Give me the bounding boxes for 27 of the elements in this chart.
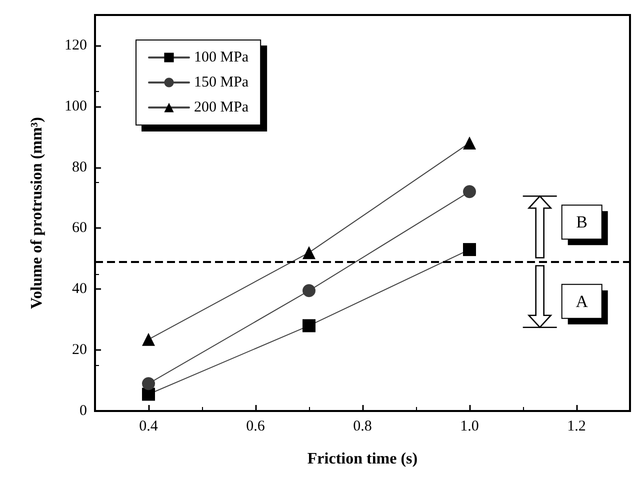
point bbox=[302, 284, 316, 298]
point bbox=[463, 243, 476, 256]
y-tick-label: 80 bbox=[72, 159, 87, 176]
point bbox=[142, 377, 155, 390]
x-axis-title: Friction time (s) bbox=[307, 450, 418, 468]
annotation: A bbox=[576, 292, 589, 311]
y-tick-label: 40 bbox=[72, 281, 87, 298]
point bbox=[302, 246, 316, 260]
y-tick-label: 20 bbox=[72, 342, 87, 358]
x-tick-label: 0.4 bbox=[139, 418, 158, 434]
y-tick-label: 100 bbox=[64, 98, 87, 114]
y-tick-label: 120 bbox=[64, 37, 87, 54]
y-tick-label: 0 bbox=[80, 403, 87, 419]
annotation: B bbox=[576, 212, 588, 232]
x-tick-label: 1.2 bbox=[567, 418, 586, 434]
point bbox=[142, 332, 155, 346]
legend-label: 150 MPa bbox=[194, 74, 249, 90]
x-tick-label: 1.0 bbox=[460, 418, 479, 434]
y-axis-title: Volume of protrusion (mm³) bbox=[28, 117, 46, 309]
y-tick-label: 60 bbox=[72, 220, 87, 236]
x-tick-label: 0.6 bbox=[246, 418, 266, 434]
legend-label: 100 MPa bbox=[194, 50, 249, 66]
legend-label: 200 MPa bbox=[194, 100, 249, 116]
x-tick-label: 0.8 bbox=[353, 418, 372, 434]
point bbox=[302, 319, 316, 332]
point bbox=[463, 185, 476, 198]
point bbox=[463, 136, 476, 150]
